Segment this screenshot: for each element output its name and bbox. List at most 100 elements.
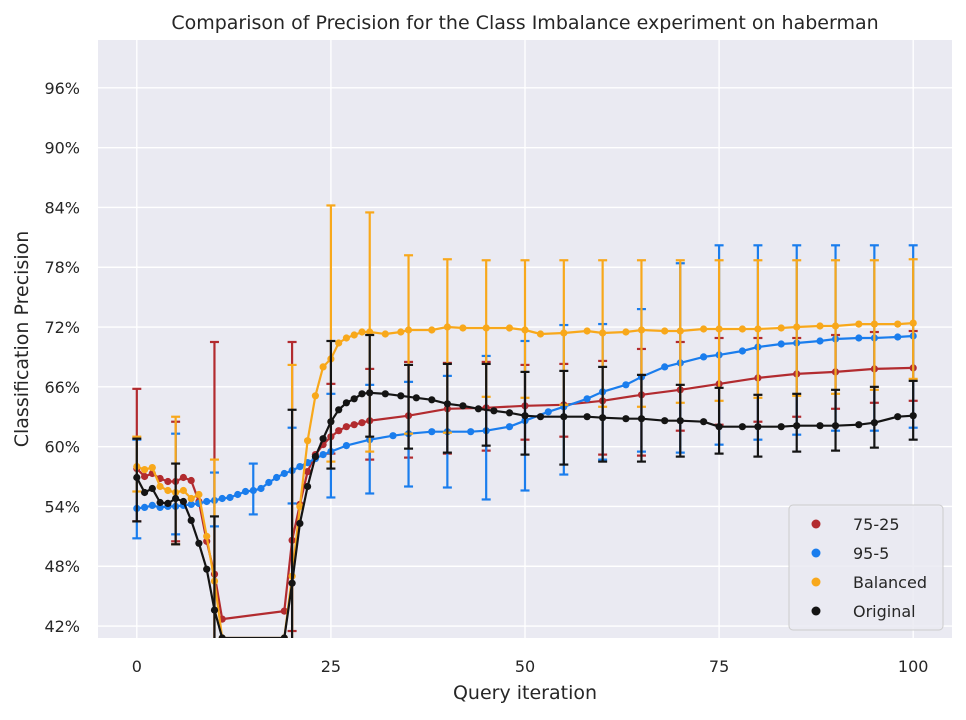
data-point-95-5 bbox=[894, 333, 902, 341]
data-point-original bbox=[622, 415, 630, 423]
data-point-95-5 bbox=[296, 463, 304, 471]
data-point-balanced bbox=[909, 319, 917, 327]
data-point-95-5 bbox=[505, 423, 514, 431]
data-point-balanced bbox=[536, 330, 545, 338]
data-point-original bbox=[304, 482, 312, 491]
data-point-95-5 bbox=[583, 395, 591, 403]
data-point-original bbox=[412, 394, 420, 402]
error-bar-original bbox=[365, 333, 375, 438]
data-point-original bbox=[521, 412, 529, 420]
data-point-95-5 bbox=[738, 347, 747, 355]
data-point-balanced bbox=[738, 325, 747, 333]
data-point-balanced bbox=[397, 328, 405, 336]
x-tick-label: 100 bbox=[898, 657, 929, 676]
error-bar-original bbox=[171, 462, 181, 546]
data-point-original bbox=[172, 494, 180, 503]
error-bar-balanced bbox=[908, 258, 918, 380]
error-bar-original bbox=[481, 362, 491, 447]
data-point-original bbox=[335, 406, 343, 414]
legend-label-original: Original bbox=[853, 602, 916, 621]
data-point-original bbox=[381, 390, 389, 398]
data-point-original bbox=[210, 606, 219, 614]
error-bar-original bbox=[908, 379, 918, 441]
data-point-original bbox=[894, 413, 902, 421]
error-bar-original bbox=[869, 385, 879, 449]
data-point-original bbox=[474, 405, 482, 413]
legend-marker-balanced bbox=[811, 577, 821, 587]
data-point-original bbox=[327, 418, 335, 426]
data-point-original bbox=[428, 396, 436, 404]
data-point-balanced bbox=[459, 324, 467, 332]
data-point-original bbox=[536, 413, 545, 421]
data-point-95-5 bbox=[249, 486, 257, 495]
data-point-balanced bbox=[195, 490, 203, 499]
data-point-original bbox=[443, 400, 451, 408]
data-point-95-5 bbox=[226, 493, 234, 502]
data-point-original bbox=[909, 412, 917, 420]
data-point-original bbox=[179, 497, 187, 506]
data-point-75-25 bbox=[187, 476, 195, 485]
data-point-balanced bbox=[622, 328, 630, 336]
data-point-original bbox=[816, 422, 824, 430]
data-point-95-5 bbox=[218, 494, 226, 503]
data-point-95-5 bbox=[241, 487, 250, 496]
data-point-original bbox=[637, 415, 646, 423]
data-point-original bbox=[831, 422, 840, 430]
chart-title: Comparison of Precision for the Class Im… bbox=[171, 12, 878, 34]
y-tick-label: 78% bbox=[44, 258, 80, 277]
data-point-95-5 bbox=[816, 337, 824, 345]
data-point-balanced bbox=[366, 328, 374, 336]
data-point-95-5 bbox=[273, 473, 281, 482]
data-point-95-5 bbox=[700, 353, 708, 361]
data-point-75-25 bbox=[342, 423, 350, 431]
data-point-original bbox=[141, 488, 149, 497]
legend-label-balanced: Balanced bbox=[853, 573, 927, 592]
data-point-original bbox=[358, 390, 366, 398]
data-point-balanced bbox=[443, 323, 451, 331]
data-point-original bbox=[505, 409, 514, 417]
data-point-original bbox=[700, 418, 708, 426]
data-point-balanced bbox=[358, 328, 366, 336]
data-point-balanced bbox=[637, 326, 646, 334]
data-point-balanced bbox=[304, 437, 312, 445]
data-point-balanced bbox=[754, 325, 762, 333]
data-point-95-5 bbox=[265, 478, 273, 487]
data-point-75-25 bbox=[358, 419, 366, 427]
legend-item-95-5: 95-5 bbox=[811, 544, 889, 563]
data-point-balanced bbox=[482, 324, 490, 332]
data-point-95-5 bbox=[661, 363, 669, 371]
data-point-balanced bbox=[599, 329, 607, 337]
legend-frame bbox=[788, 504, 944, 631]
y-tick-label: 90% bbox=[44, 139, 80, 158]
data-point-95-5 bbox=[319, 451, 327, 459]
error-bar-original bbox=[287, 408, 297, 638]
error-bar-original bbox=[209, 515, 219, 638]
y-tick-label: 48% bbox=[44, 557, 80, 576]
data-point-original bbox=[148, 484, 156, 493]
data-point-balanced bbox=[521, 326, 529, 334]
data-point-balanced bbox=[831, 322, 840, 330]
data-point-balanced bbox=[661, 327, 669, 335]
legend: 75-25 95-5 Balanced Original bbox=[788, 504, 944, 631]
data-point-original bbox=[218, 634, 226, 638]
data-point-balanced bbox=[715, 325, 723, 333]
data-point-75-25 bbox=[304, 468, 312, 476]
y-tick-label: 84% bbox=[44, 198, 80, 217]
legend-label-75-25: 75-25 bbox=[853, 515, 900, 534]
data-point-balanced bbox=[505, 324, 514, 332]
x-tick-label: 50 bbox=[515, 657, 535, 676]
data-point-original bbox=[560, 413, 568, 421]
data-point-original bbox=[366, 389, 374, 397]
legend-marker-75-25 bbox=[811, 519, 821, 529]
data-point-95-5 bbox=[622, 381, 630, 389]
data-layer bbox=[132, 204, 918, 638]
series-balanced bbox=[132, 204, 918, 638]
data-point-original bbox=[583, 413, 591, 421]
error-bar-original bbox=[326, 339, 336, 470]
data-point-95-5 bbox=[544, 408, 552, 416]
data-point-balanced bbox=[855, 320, 863, 328]
data-point-95-5 bbox=[203, 497, 211, 506]
data-point-95-5 bbox=[467, 428, 475, 436]
data-point-95-5 bbox=[428, 428, 436, 436]
